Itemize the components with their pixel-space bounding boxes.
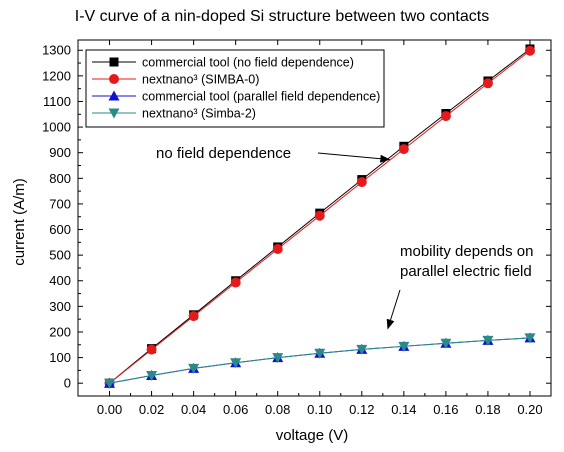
data-point (314, 210, 325, 221)
chart-title: I-V curve of a nin-doped Si structure be… (74, 8, 490, 25)
legend-item: commercial tool (parallel field dependen… (92, 90, 380, 104)
y-tick-label: 400 (49, 273, 71, 288)
legend-label: commercial tool (no field dependence) (142, 56, 354, 70)
legend-item: nextnano³ (SIMBA-0) (92, 73, 259, 87)
data-point (524, 333, 536, 344)
data-point (230, 358, 242, 369)
y-tick-label: 200 (49, 324, 71, 339)
x-axis-label: voltage (V) (276, 427, 349, 444)
annotation-arrow (317, 152, 391, 163)
x-tick-label: 0.04 (181, 402, 206, 417)
x-tick-label: 0.20 (517, 402, 542, 417)
legend-marker (109, 74, 119, 84)
data-point (230, 277, 241, 288)
series-2 (104, 332, 536, 388)
annotation-layer: no field dependence mobility depends on pa… (156, 145, 533, 330)
y-tick-label: 1000 (42, 120, 71, 135)
data-point (356, 344, 368, 355)
annotation-arrow (386, 289, 401, 330)
legend-label: nextnano³ (SIMBA-0) (142, 73, 259, 87)
data-point (398, 144, 409, 155)
data-point (314, 348, 326, 359)
y-tick-label: 0 (64, 376, 71, 391)
data-point (440, 338, 452, 349)
data-point (104, 378, 116, 389)
data-point (146, 344, 157, 355)
x-tick-label: 0.12 (349, 402, 374, 417)
legend-box (85, 49, 385, 128)
x-tick-label: 0.10 (307, 402, 332, 417)
x-tick-label: 0.14 (391, 402, 416, 417)
y-tick-label: 100 (49, 350, 71, 365)
data-point (272, 353, 284, 364)
data-point (356, 177, 367, 188)
y-tick-label: 800 (49, 171, 71, 186)
x-tick-label: 0.08 (265, 402, 290, 417)
legend-item: commercial tool (no field dependence) (92, 56, 354, 70)
x-tick-label: 0.00 (97, 402, 122, 417)
annotation-mobility-line: parallel electric field (400, 263, 532, 280)
data-point (482, 335, 494, 346)
x-tick-label: 0.06 (223, 402, 248, 417)
legend-label: nextnano³ (Simba-2) (142, 107, 256, 121)
y-tick-label: 1100 (43, 94, 71, 109)
series-line (109, 337, 531, 384)
legend-label: commercial tool (parallel field dependen… (142, 90, 380, 104)
y-tick-label: 300 (49, 299, 71, 314)
legend-marker (108, 108, 120, 119)
annotation-mobility-line: mobility depends on (400, 243, 533, 260)
legend-marker (109, 57, 119, 67)
y-tick-label: 700 (49, 196, 71, 211)
y-tick-label: 900 (49, 145, 71, 160)
x-tick-label: 0.02 (139, 402, 164, 417)
data-point (440, 111, 451, 122)
series-line (109, 337, 531, 384)
x-axis-ticks: 0.00 0.02 0.04 0.06 0.08 0.10 0.12 0.14 0.16 0.18… (97, 40, 543, 417)
data-point (188, 363, 200, 374)
y-tick-label: 600 (49, 222, 71, 237)
data-point (146, 371, 158, 382)
data-point (482, 78, 493, 89)
plot-frame (77, 39, 552, 397)
x-tick-label: 0.16 (433, 402, 458, 417)
legend: commercial tool (no field dependence) nex… (85, 49, 385, 128)
y-axis-label: current (A/m) (11, 178, 28, 266)
annotation-no-field: no field dependence (156, 145, 291, 162)
x-tick-label: 0.18 (475, 402, 500, 417)
data-point (398, 341, 410, 352)
data-point (188, 311, 199, 322)
y-tick-label: 1300 (42, 43, 71, 58)
legend-item: nextnano³ (Simba-2) (92, 107, 256, 121)
y-tick-label: 1200 (42, 68, 71, 83)
legend-marker (108, 90, 120, 101)
series-layer (104, 44, 536, 389)
y-axis-ticks: 0 100 200 300 400 500 600 700 800 900 1000 1100 1200… (42, 43, 551, 391)
data-point (272, 243, 283, 254)
series-3 (104, 333, 536, 389)
y-tick-label: 500 (49, 248, 71, 263)
data-point (524, 45, 535, 56)
